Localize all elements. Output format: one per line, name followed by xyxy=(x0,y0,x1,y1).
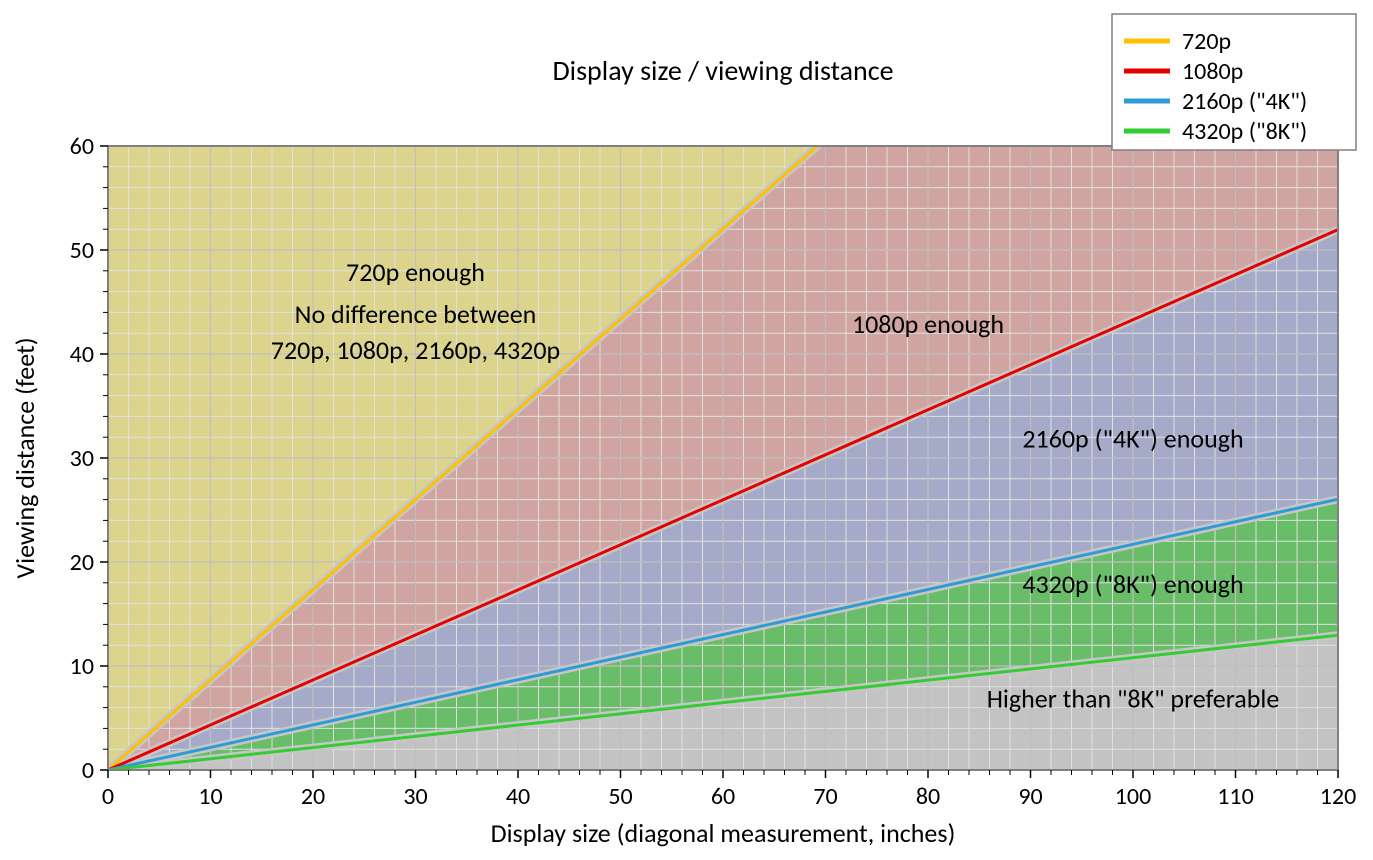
legend-label-4320p: 4320p ("8K") xyxy=(1182,117,1307,146)
ytick-label: 40 xyxy=(70,340,94,369)
chart-container: Display size / viewing distance 720p enou… xyxy=(0,0,1373,860)
xtick-label: 120 xyxy=(1320,782,1357,811)
ytick-label: 30 xyxy=(70,444,94,473)
region-label-2: 720p, 1080p, 2160p, 4320p xyxy=(271,334,560,366)
xtick-label: 60 xyxy=(711,782,735,811)
ytick-label: 0 xyxy=(82,756,94,785)
xtick-label: 90 xyxy=(1018,782,1042,811)
ytick-label: 50 xyxy=(70,236,94,265)
region-label-0: 720p enough xyxy=(346,256,485,288)
grid-group xyxy=(108,146,1338,770)
region-label-6: Higher than "8K" preferable xyxy=(987,683,1280,715)
ytick-label: 20 xyxy=(70,548,94,577)
region-label-5: 4320p ("8K") enough xyxy=(1022,568,1243,600)
legend: 720p1080p2160p ("4K")4320p ("8K") xyxy=(1112,14,1356,150)
chart-title: Display size / viewing distance xyxy=(552,53,893,88)
xtick-label: 80 xyxy=(916,782,940,811)
region-label-4: 2160p ("4K") enough xyxy=(1022,423,1243,455)
legend-label-1080p: 1080p xyxy=(1182,57,1243,86)
xtick-label: 0 xyxy=(102,782,114,811)
legend-label-720p: 720p xyxy=(1182,27,1231,56)
xtick-label: 70 xyxy=(813,782,837,811)
xtick-label: 50 xyxy=(608,782,632,811)
xtick-label: 100 xyxy=(1115,782,1152,811)
legend-label-2160p: 2160p ("4K") xyxy=(1182,87,1307,116)
region-label-3: 1080p enough xyxy=(852,308,1004,340)
xtick-label: 110 xyxy=(1217,782,1254,811)
ytick-label: 10 xyxy=(70,652,94,681)
region-label-1: No difference between xyxy=(295,298,537,330)
y-axis-label: Viewing distance (feet) xyxy=(9,337,41,578)
xtick-label: 40 xyxy=(506,782,530,811)
xtick-label: 10 xyxy=(198,782,222,811)
xtick-label: 30 xyxy=(403,782,427,811)
ytick-label: 60 xyxy=(70,132,94,161)
chart-svg: Display size / viewing distance 720p enou… xyxy=(0,0,1373,860)
xtick-label: 20 xyxy=(301,782,325,811)
x-axis-label: Display size (diagonal measurement, inch… xyxy=(491,817,956,849)
